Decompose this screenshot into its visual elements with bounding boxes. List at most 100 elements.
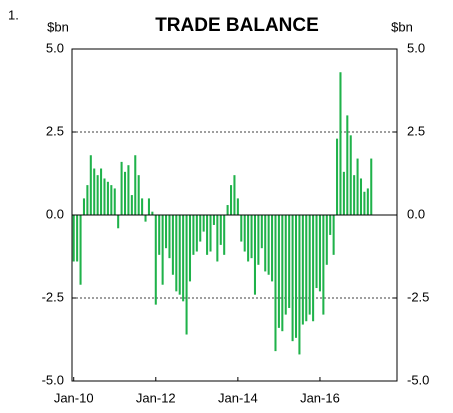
bar <box>236 198 239 215</box>
bar <box>130 195 133 215</box>
bar <box>158 215 161 255</box>
bar <box>165 215 168 249</box>
bar <box>147 198 150 215</box>
x-tick-label: Jan-16 <box>300 390 340 405</box>
bar <box>359 178 363 215</box>
bar <box>240 215 243 242</box>
bar <box>315 215 318 289</box>
bar <box>370 158 373 215</box>
bar <box>308 215 311 315</box>
bar <box>199 215 202 242</box>
bar <box>96 175 99 215</box>
bar <box>216 215 219 262</box>
bar <box>117 215 120 229</box>
bar <box>212 215 215 225</box>
bar <box>230 185 233 215</box>
y2-tick-label: 5.0 <box>407 40 425 55</box>
bar <box>353 175 356 215</box>
bar <box>366 188 369 215</box>
y-tick-label: -2.5 <box>42 289 64 304</box>
bar <box>226 205 229 215</box>
bar <box>305 215 308 322</box>
y2-tick-label: -2.5 <box>407 289 429 304</box>
bar <box>72 215 75 262</box>
bar <box>322 215 325 315</box>
bar <box>82 198 85 215</box>
bar <box>168 215 171 259</box>
bar <box>298 215 301 355</box>
bar <box>219 215 222 245</box>
bar <box>137 175 140 215</box>
bar <box>267 215 270 275</box>
bar <box>171 215 174 275</box>
bar <box>277 215 280 328</box>
bar <box>127 165 130 215</box>
bar <box>346 115 349 215</box>
chart-title: TRADE BALANCE <box>155 15 319 36</box>
bar <box>223 215 226 255</box>
bar <box>113 188 116 215</box>
bar <box>291 215 294 342</box>
y2-axis-label: $bn <box>391 19 413 34</box>
bar <box>100 168 103 215</box>
y2-tick-label: 2.5 <box>407 123 425 138</box>
bar <box>185 215 188 335</box>
bar <box>325 215 328 265</box>
bar <box>182 215 185 302</box>
bar <box>79 215 82 285</box>
x-tick-label: Jan-10 <box>54 390 94 405</box>
bar <box>250 215 253 259</box>
bar <box>243 215 246 252</box>
chart-number: 1. <box>8 7 19 22</box>
bar <box>349 135 352 215</box>
bar <box>161 215 164 285</box>
bar <box>271 215 274 282</box>
bar <box>363 191 366 215</box>
y2-tick-label: -5.0 <box>407 372 429 387</box>
bar <box>339 72 342 216</box>
x-tick-label: Jan-14 <box>218 390 258 405</box>
bar <box>134 155 137 215</box>
bar <box>274 215 277 352</box>
bar <box>301 215 304 325</box>
bar <box>123 171 127 215</box>
y-axis-label: $bn <box>47 19 69 34</box>
bar <box>281 215 284 332</box>
y-tick-label: 2.5 <box>46 123 64 138</box>
bar <box>253 215 256 295</box>
bar <box>233 175 236 215</box>
x-tick-label: Jan-12 <box>136 390 176 405</box>
bar <box>336 138 339 215</box>
bar <box>209 215 212 252</box>
bar <box>288 215 291 308</box>
bar <box>342 171 345 215</box>
y-tick-label: 5.0 <box>46 40 64 55</box>
bar <box>76 215 79 262</box>
bar <box>178 215 181 295</box>
bar <box>329 215 332 235</box>
bar <box>110 185 113 215</box>
bar <box>312 215 315 322</box>
bar <box>144 215 147 222</box>
bar <box>206 215 209 255</box>
bar <box>188 215 192 282</box>
bar <box>192 215 195 255</box>
bar <box>318 215 321 292</box>
y-tick-label: 0.0 <box>46 206 64 221</box>
bar <box>284 215 287 315</box>
bar <box>260 215 263 249</box>
bar <box>103 178 106 215</box>
bar <box>257 215 260 265</box>
bar <box>120 161 123 215</box>
bar <box>154 215 157 305</box>
bar <box>141 198 144 215</box>
bar <box>294 215 298 338</box>
bar <box>202 215 205 232</box>
bar <box>332 215 335 255</box>
bar <box>247 215 250 262</box>
y-tick-label: -5.0 <box>42 372 64 387</box>
bar <box>356 158 359 215</box>
bar <box>93 168 96 215</box>
y2-tick-label: 0.0 <box>407 206 425 221</box>
